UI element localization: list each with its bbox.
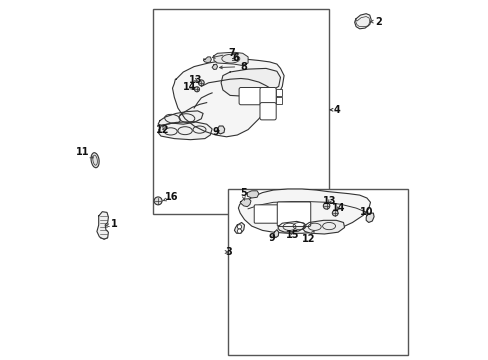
Text: 8: 8	[219, 62, 246, 72]
Text: 12: 12	[302, 231, 315, 244]
Bar	[152, 9, 328, 214]
Text: 2: 2	[370, 17, 381, 27]
Text: 15: 15	[285, 230, 299, 240]
Bar	[228, 189, 407, 355]
Polygon shape	[158, 122, 212, 140]
Bar	[275, 97, 282, 104]
Text: 1: 1	[105, 219, 118, 229]
Text: 3: 3	[225, 247, 232, 257]
Polygon shape	[213, 52, 247, 66]
Text: 9: 9	[268, 233, 275, 243]
Text: 6: 6	[232, 53, 238, 63]
Text: 11: 11	[75, 147, 93, 158]
Polygon shape	[172, 59, 284, 137]
Circle shape	[237, 229, 241, 233]
Text: 5: 5	[239, 188, 246, 201]
Polygon shape	[158, 111, 203, 125]
Polygon shape	[212, 64, 217, 69]
Polygon shape	[221, 68, 280, 96]
Text: 9: 9	[212, 127, 219, 138]
FancyBboxPatch shape	[260, 87, 276, 105]
Circle shape	[323, 203, 329, 209]
Polygon shape	[273, 230, 278, 238]
Bar	[275, 89, 282, 96]
Polygon shape	[302, 220, 344, 234]
Text: 4: 4	[333, 105, 340, 115]
Polygon shape	[216, 126, 224, 134]
Text: 14: 14	[183, 82, 196, 92]
Text: 14: 14	[331, 203, 345, 213]
Polygon shape	[203, 57, 211, 63]
FancyBboxPatch shape	[239, 87, 262, 105]
Circle shape	[332, 210, 337, 216]
Polygon shape	[247, 191, 258, 198]
Text: 16: 16	[162, 192, 179, 202]
Text: 7: 7	[212, 48, 235, 58]
Text: 13: 13	[322, 196, 336, 206]
Polygon shape	[240, 199, 250, 207]
Polygon shape	[234, 222, 244, 233]
Polygon shape	[366, 213, 373, 222]
Circle shape	[194, 87, 199, 92]
Circle shape	[154, 197, 162, 205]
Text: 13: 13	[188, 75, 202, 85]
Polygon shape	[97, 212, 108, 239]
FancyBboxPatch shape	[260, 103, 276, 120]
Text: 10: 10	[359, 207, 372, 217]
FancyBboxPatch shape	[277, 202, 310, 226]
Circle shape	[237, 225, 241, 229]
Polygon shape	[238, 189, 370, 233]
Polygon shape	[354, 14, 370, 29]
Ellipse shape	[91, 153, 99, 168]
Polygon shape	[277, 221, 305, 232]
FancyBboxPatch shape	[254, 205, 277, 223]
Text: 12: 12	[156, 125, 169, 135]
Circle shape	[198, 80, 204, 86]
